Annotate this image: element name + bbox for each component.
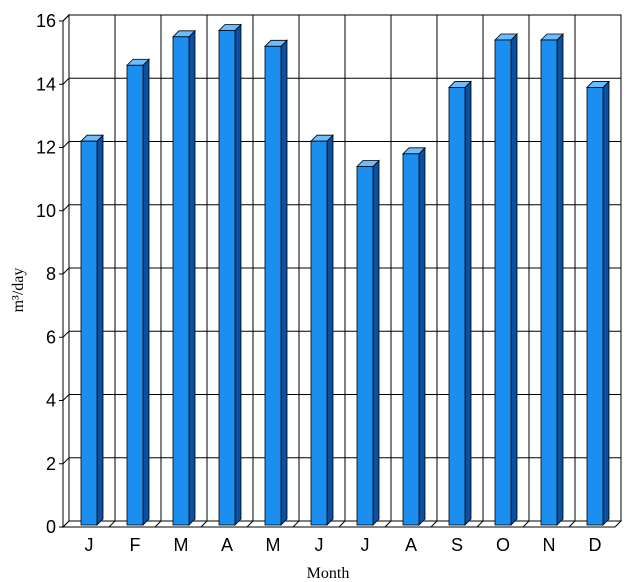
- x-tick-label: A: [221, 535, 233, 555]
- gridline-wall: [62, 77, 70, 85]
- gridline-floor: [568, 520, 576, 528]
- bar-front: [448, 87, 466, 526]
- gridline-floor: [246, 520, 254, 528]
- x-tick-label: M: [174, 535, 189, 555]
- x-tick-label: S: [451, 535, 463, 555]
- bar: [310, 134, 334, 526]
- gridline-floor: [384, 520, 392, 528]
- bar-side: [464, 80, 472, 526]
- x-tick-label: J: [315, 535, 324, 555]
- y-tick-label: 8: [46, 264, 56, 284]
- bar-side: [418, 146, 426, 526]
- y-tick-label: 10: [36, 201, 56, 221]
- x-tick-label: O: [496, 535, 510, 555]
- bar-side: [556, 33, 564, 526]
- gridline-floor: [476, 520, 484, 528]
- bar: [448, 80, 472, 526]
- bar-side: [188, 29, 196, 526]
- bar-front: [494, 39, 512, 526]
- gridline-wall: [62, 267, 70, 275]
- gridline-wall: [62, 141, 70, 148]
- x-tick-label: A: [405, 535, 417, 555]
- y-axis-label: m³/day: [10, 268, 27, 313]
- gridline-floor: [430, 520, 438, 528]
- bar-side: [234, 23, 242, 526]
- gridline-floor: [292, 520, 300, 528]
- gridline-floor: [338, 520, 346, 528]
- bar: [172, 29, 196, 526]
- x-tick-label: F: [130, 535, 141, 555]
- bar: [540, 33, 564, 526]
- bar-front: [586, 87, 604, 526]
- bar-front: [356, 166, 374, 526]
- bar: [264, 39, 288, 526]
- y-tick-label: 16: [36, 11, 56, 31]
- gridline-wall: [62, 204, 70, 212]
- bar: [80, 134, 104, 526]
- y-tick-label: 12: [36, 138, 56, 158]
- bar-front: [540, 39, 558, 526]
- bar-side: [326, 134, 334, 526]
- gridline-wall: [62, 14, 70, 22]
- gridline-floor: [200, 520, 208, 528]
- bar-side: [142, 58, 150, 526]
- bar: [126, 58, 150, 526]
- x-axis-label: Month: [307, 565, 350, 582]
- bar: [402, 146, 426, 526]
- gridline-wall: [62, 330, 70, 338]
- y-tick-label: 6: [46, 327, 56, 347]
- bar-front: [80, 140, 98, 526]
- bar: [356, 159, 380, 526]
- y-tick-label: 4: [46, 391, 56, 411]
- bar-side: [510, 33, 518, 526]
- gridline-floor: [108, 520, 116, 528]
- bar-side: [602, 80, 610, 526]
- bar: [218, 23, 242, 526]
- bar-side: [96, 134, 104, 526]
- gridline-floor: [154, 520, 162, 528]
- x-tick-label: M: [266, 535, 281, 555]
- bar-front: [172, 36, 190, 526]
- x-tick-label: N: [543, 535, 556, 555]
- bar-side: [372, 159, 380, 526]
- y-tick-label: 14: [36, 74, 56, 94]
- gridline-floor: [522, 520, 530, 528]
- bar-front: [126, 64, 144, 526]
- bar-front: [218, 30, 236, 526]
- y-axis-ticks: 0 2 4 6 8 10 12 14 16: [36, 11, 63, 537]
- bar-front: [310, 140, 328, 526]
- bar-front: [264, 45, 282, 526]
- y-tick-label: 0: [46, 517, 56, 537]
- x-tick-label: J: [85, 535, 94, 555]
- x-tick-label: D: [589, 535, 602, 555]
- gridlines: [62, 14, 621, 528]
- gridline-wall: [62, 457, 70, 465]
- x-tick-label: J: [361, 535, 370, 555]
- bar: [586, 80, 610, 526]
- bar-side: [280, 39, 288, 526]
- bars: [80, 23, 610, 526]
- gridline-wall: [62, 520, 70, 528]
- bar: [494, 33, 518, 526]
- y-tick-label: 2: [46, 454, 56, 474]
- bar-front: [402, 153, 420, 526]
- gridline-wall: [62, 394, 70, 401]
